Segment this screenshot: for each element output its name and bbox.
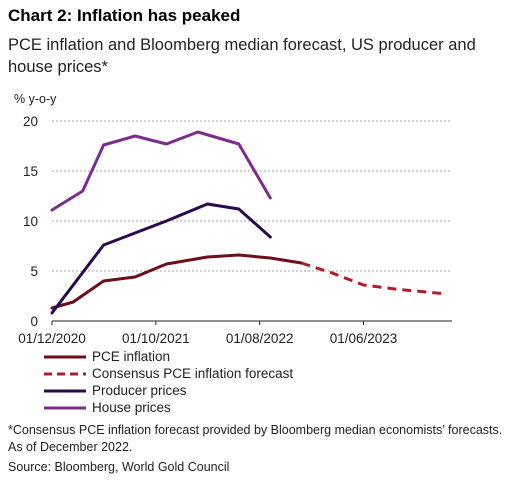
legend-swatch [44, 406, 86, 410]
chart-subtitle: PCE inflation and Bloomberg median forec… [8, 36, 476, 76]
legend-label: Producer prices [92, 383, 187, 398]
source-line: Source: Bloomberg, World Gold Council [8, 460, 230, 474]
legend-label: House prices [92, 400, 171, 415]
legend-label: Consensus PCE inflation forecast [92, 366, 294, 381]
y-axis-label: % y-o-y [14, 92, 57, 106]
x-tick-label: 01/10/2021 [122, 331, 190, 346]
legend-swatch [44, 372, 86, 376]
legend-item: PCE inflation [42, 348, 293, 365]
legend-item: Consensus PCE inflation forecast [42, 365, 293, 382]
x-tick-label: 01/08/2022 [226, 331, 294, 346]
x-tick-label: 01/12/2020 [18, 331, 86, 346]
y-tick-label: 5 [30, 264, 38, 279]
legend-swatch [44, 355, 86, 359]
y-tick-label: 20 [23, 114, 38, 129]
series-line-3 [50, 130, 272, 212]
legend-item: Producer prices [42, 382, 293, 399]
y-tick-label: 15 [23, 164, 38, 179]
y-tick-label: 10 [23, 214, 38, 229]
chart-title: Chart 2: Inflation has peaked [8, 6, 241, 25]
series-line-1 [300, 261, 448, 296]
series-line-2 [50, 202, 272, 315]
legend-label: PCE inflation [92, 349, 171, 364]
chart-legend: PCE inflation Consensus PCE inflation for… [42, 348, 293, 416]
legend-swatch [44, 389, 86, 393]
x-tick-label: 01/06/2023 [330, 331, 398, 346]
footnote: *Consensus PCE inflation forecast provid… [8, 423, 503, 454]
y-tick-label: 0 [30, 314, 38, 329]
series-line-0 [50, 253, 303, 310]
legend-item: House prices [42, 399, 293, 416]
